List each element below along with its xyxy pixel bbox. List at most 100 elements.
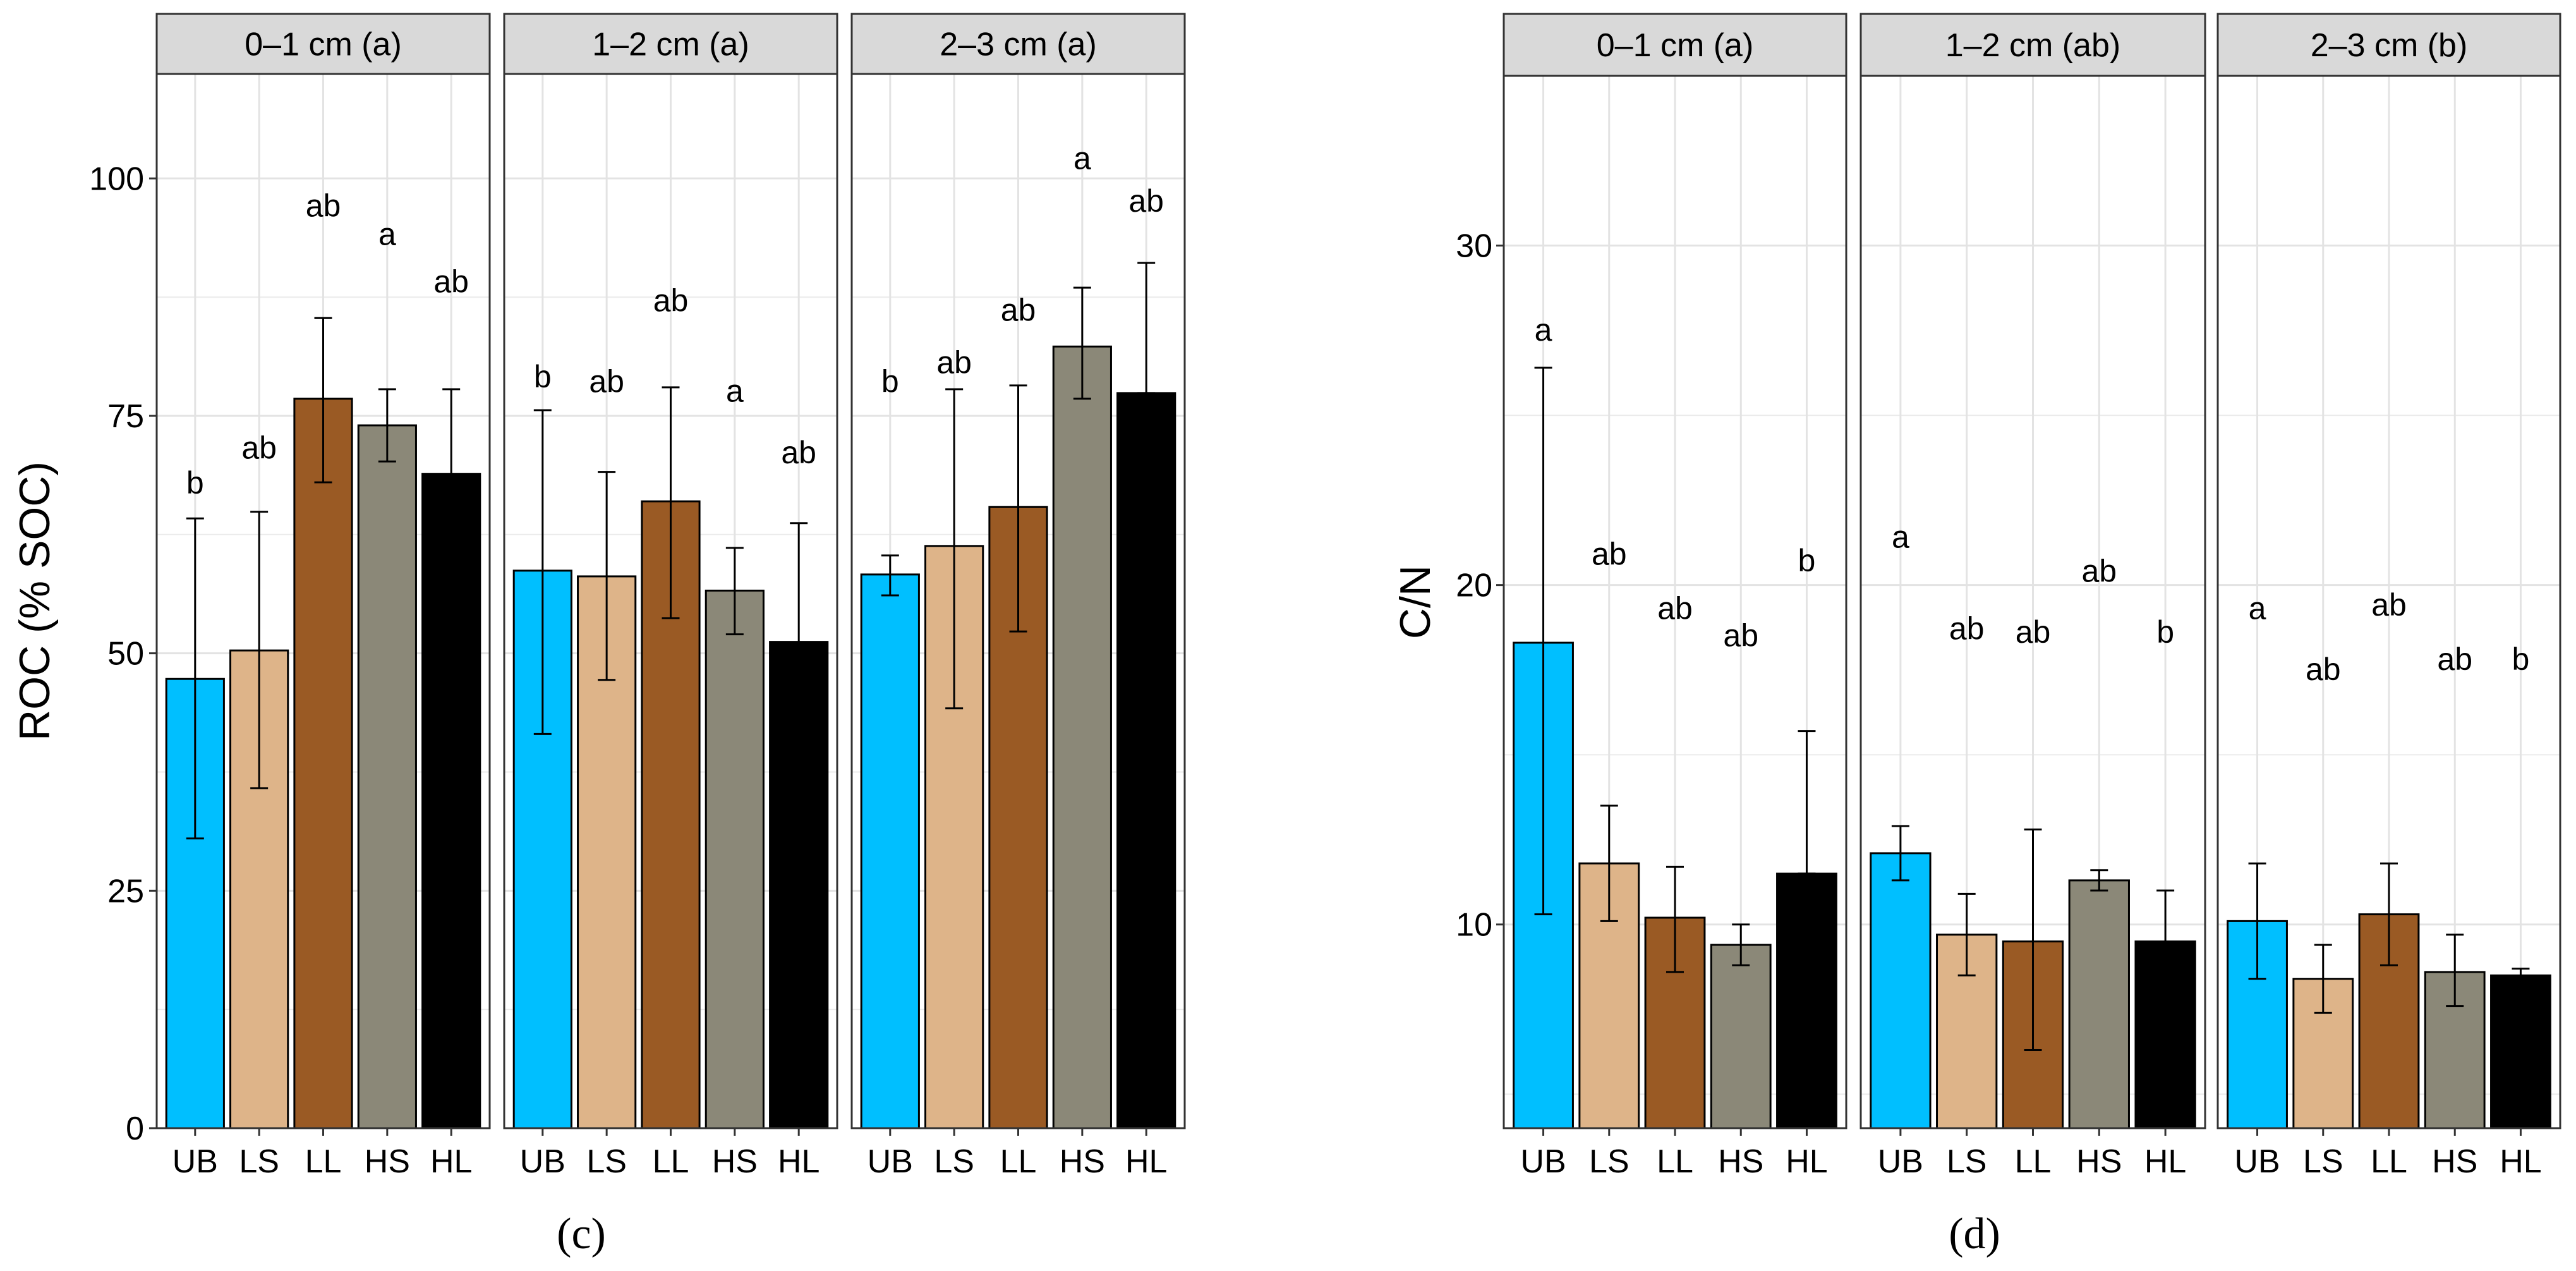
significance-letter: ab (653, 283, 689, 319)
significance-letter: a (2249, 590, 2266, 626)
x-tick-label: HL (2144, 1143, 2186, 1180)
bar-hl (1116, 392, 1176, 1129)
x-tick-label: HS (365, 1143, 410, 1180)
x-tick-label: HL (430, 1143, 472, 1180)
panel-caption: (d) (1949, 1210, 2000, 1258)
y-tick-label: 30 (1456, 228, 1492, 265)
x-tick-label: UB (2234, 1143, 2280, 1180)
facet-panel: a UB ab LS ab LL ab HS b HL 0–1 cm (a) (1503, 13, 1847, 1180)
x-tick-label: LL (1657, 1143, 1693, 1180)
facet-strip (2216, 13, 2561, 77)
x-tick-label: LS (1589, 1143, 1630, 1180)
y-axis-title: C/N (1391, 565, 1439, 639)
y-tick-label: 20 (1456, 568, 1492, 604)
facet-strip (1859, 13, 2206, 77)
x-tick-label: LL (653, 1143, 689, 1180)
x-tick-label: LS (2303, 1143, 2343, 1180)
significance-letter: ab (1723, 617, 1758, 653)
facet-panel: a UB ab LS ab LL ab HS b HL 1–2 cm (ab) (1859, 13, 2206, 1180)
significance-letter: ab (589, 363, 624, 399)
x-tick-label: LL (1000, 1143, 1037, 1180)
significance-letter: ab (1657, 590, 1693, 626)
x-tick-label: UB (1520, 1143, 1566, 1180)
bar-hs (1052, 345, 1112, 1129)
x-tick-label: HL (2500, 1143, 2541, 1180)
significance-letter: a (1535, 312, 1552, 348)
significance-letter: b (2156, 614, 2174, 650)
panel-caption: (c) (557, 1210, 606, 1258)
significance-letter: ab (433, 264, 469, 300)
bar-ll (293, 398, 353, 1129)
y-tick-label: 0 (126, 1110, 144, 1147)
significance-letter: ab (1001, 293, 1036, 328)
y-tick-label: 100 (89, 161, 144, 197)
x-tick-label: HS (2432, 1143, 2477, 1180)
significance-letter: a (726, 373, 744, 408)
y-axis-title: ROC (% SOC) (11, 461, 59, 741)
facet-strip-label: 2–3 cm (b) (2311, 27, 2468, 64)
significance-letter: b (534, 359, 552, 394)
bar-hs (2068, 879, 2130, 1129)
significance-letter: ab (241, 430, 277, 466)
facet-strip-label: 1–2 cm (a) (592, 27, 749, 63)
facet-panel: b UB ab LS ab LL a HS ab HL 0–1 cm (a) (155, 13, 491, 1180)
significance-letter: ab (936, 344, 972, 380)
significance-letter: b (881, 363, 899, 399)
y-tick-label: 10 (1456, 907, 1492, 944)
facet-strip-label: 1–2 cm (ab) (1945, 27, 2120, 64)
x-tick-label: HS (1718, 1143, 1763, 1180)
bar-ub (1870, 852, 1932, 1129)
significance-letter: a (1073, 140, 1091, 176)
significance-letter: b (186, 465, 204, 501)
facet-strip (850, 13, 1186, 75)
significance-letter: ab (2437, 642, 2472, 677)
x-tick-label: LS (586, 1143, 627, 1180)
significance-letter: b (1798, 543, 1816, 578)
significance-letter: ab (1949, 611, 1985, 647)
x-tick-label: LL (305, 1143, 342, 1180)
facet-strip-label: 0–1 cm (a) (1597, 27, 1754, 64)
x-tick-label: UB (868, 1143, 913, 1180)
y-tick-label: 75 (107, 398, 144, 435)
x-tick-label: UB (1878, 1143, 1923, 1180)
significance-letter: ab (2306, 652, 2341, 687)
x-tick-label: LS (1947, 1143, 1987, 1180)
x-tick-label: HS (2076, 1143, 2122, 1180)
facet-strip (1503, 13, 1847, 77)
y-tick-label: 25 (107, 873, 144, 909)
facet-panel: b UB ab LS ab LL a HS ab HL 1–2 cm (a) (503, 13, 838, 1180)
x-tick-label: LS (239, 1143, 279, 1180)
facet-strip (155, 13, 491, 75)
significance-letter: ab (2371, 587, 2407, 623)
x-tick-label: LL (2015, 1143, 2052, 1180)
bar-hl (421, 473, 481, 1129)
x-tick-label: UB (172, 1143, 218, 1180)
x-tick-label: LS (934, 1143, 974, 1180)
facet-strip-label: 0–1 cm (a) (245, 27, 402, 63)
bar-hs (1710, 944, 1772, 1129)
x-tick-label: HS (1060, 1143, 1105, 1180)
significance-letter: ab (1592, 536, 1627, 571)
x-tick-label: UB (520, 1143, 565, 1180)
significance-letter: ab (781, 435, 816, 470)
facet-strip (503, 13, 838, 75)
significance-letter: b (2512, 642, 2530, 677)
y-tick-label: 50 (107, 636, 144, 672)
x-tick-label: HL (1786, 1143, 1827, 1180)
significance-letter: ab (306, 188, 341, 223)
facet-panel: a UB ab LS ab LL ab HS b HL 2–3 cm (b) (2216, 13, 2561, 1180)
bar-hl (1776, 872, 1837, 1129)
significance-letter: ab (2081, 553, 2117, 588)
x-tick-label: LL (2371, 1143, 2407, 1180)
x-tick-label: HL (1125, 1143, 1167, 1180)
significance-letter: ab (1128, 183, 1164, 219)
bar-hs (704, 589, 765, 1129)
bar-ub (860, 573, 920, 1129)
significance-letter: a (1892, 520, 1909, 555)
x-tick-label: HL (778, 1143, 819, 1180)
significance-letter: ab (2016, 614, 2051, 650)
significance-letter: a (378, 216, 396, 252)
chart-c-roc: ROC (% SOC)0255075100(c)bUBabLSabLLaHSab… (11, 13, 1186, 1258)
